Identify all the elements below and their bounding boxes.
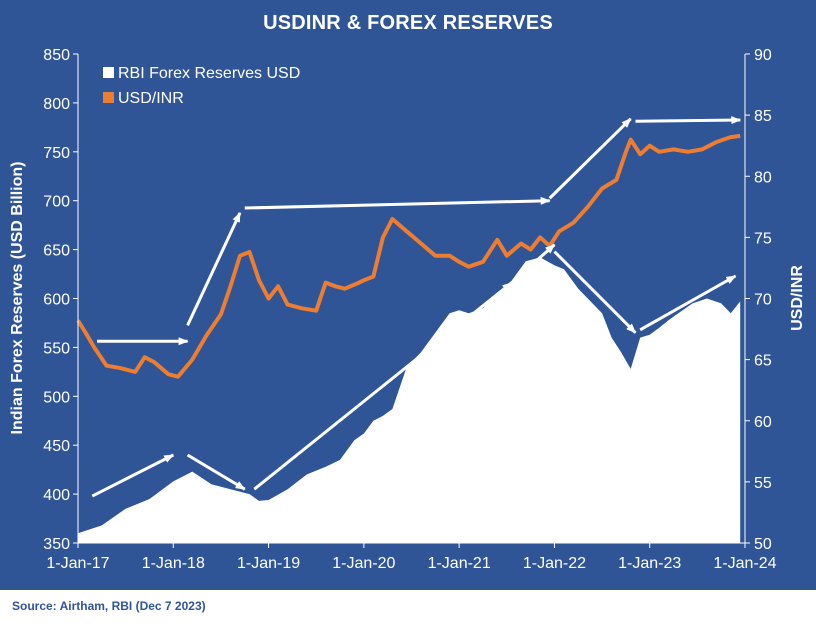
legend-swatch-usdinr [103, 92, 114, 103]
left-axis-tick-label: 550 [43, 340, 70, 357]
trend-arrow-reserves-3 [510, 243, 556, 284]
trend-arrow-reserves-4 [553, 250, 637, 334]
right-axis-tick-label: 50 [754, 536, 772, 553]
left-axis-tick-label: 650 [43, 243, 70, 260]
left-axis-tick-label: 800 [43, 96, 70, 113]
legend-swatch-reserves [103, 67, 114, 78]
left-axis-tick-label: 400 [43, 487, 70, 504]
left-axis-tick-label: 700 [43, 194, 70, 211]
x-axis-tick-label: 1-Jan-21 [428, 555, 491, 572]
left-axis-tick-label: 450 [43, 438, 70, 455]
source-note: Source: Airtham, RBI (Dec 7 2023) [12, 599, 206, 613]
legend-label-reserves: RBI Forex Reserves USD [118, 65, 300, 82]
x-axis-tick-label: 1-Jan-19 [237, 555, 300, 572]
trend-arrow-reserves-2 [253, 281, 513, 491]
left-axis-tick-label: 500 [43, 389, 70, 406]
trend-arrow-usdinr-4 [635, 116, 742, 125]
right-axis-tick-label: 90 [754, 47, 772, 64]
x-axis-tick-label: 1-Jan-20 [332, 555, 395, 572]
trend-arrow-usdinr-3 [548, 117, 632, 200]
right-axis-tick-label: 70 [754, 292, 772, 309]
chart-svg: 350 400 450 500 550 600 650 700 750 800 850 50 55 60 6… [9, 47, 806, 572]
left-axis-label: Indian Forex Reserves (USD Billion) [9, 162, 26, 435]
left-axis-tick-label: 600 [43, 292, 70, 309]
right-axis-label: USD/INR [789, 265, 806, 331]
trend-arrow-reserves-0 [91, 453, 175, 498]
chart-panel: USDINR & FOREX RESERVES 350 400 450 500 550 6… [0, 0, 816, 590]
x-axis-tick-label: 1-Jan-22 [523, 555, 586, 572]
trend-arrow-reserves-5 [639, 274, 737, 332]
usdinr-line [76, 133, 741, 379]
chart-title: USDINR & FOREX RESERVES [263, 12, 553, 34]
left-axis-tick-label: 750 [43, 145, 70, 162]
right-axis-tick-label: 65 [754, 353, 772, 370]
right-axis-tick-label: 60 [754, 414, 772, 431]
right-axis-tick-label: 85 [754, 108, 772, 125]
left-axis-tick-label: 850 [43, 47, 70, 64]
x-axis-tick-label: 1-Jan-24 [713, 555, 776, 572]
trend-arrow-usdinr-1 [186, 212, 242, 327]
trend-arrow-reserves-1 [186, 453, 246, 491]
right-axis-tick-label: 80 [754, 169, 772, 186]
right-axis-tick-label: 55 [754, 475, 772, 492]
x-axis-tick-label: 1-Jan-17 [46, 555, 109, 572]
right-axis-tick-label: 75 [754, 230, 772, 247]
x-axis-tick-label: 1-Jan-18 [142, 555, 205, 572]
trend-arrow-usdinr-2 [244, 196, 551, 210]
x-axis-tick-label: 1-Jan-23 [618, 555, 681, 572]
left-axis-tick-label: 350 [43, 536, 70, 553]
reserves-area [78, 257, 741, 543]
legend-label-usdinr: USD/INR [118, 90, 184, 107]
